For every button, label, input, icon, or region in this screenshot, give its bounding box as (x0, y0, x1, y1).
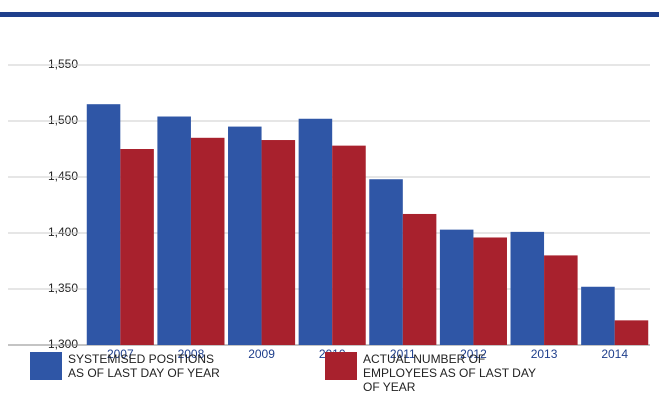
y-tick-label: 1,450 (48, 169, 78, 183)
bar (402, 213, 437, 345)
legend-item: SYSTEMISED POSITIONS AS OF LAST DAY OF Y… (30, 352, 228, 380)
bar (369, 179, 403, 345)
bar (614, 320, 649, 345)
y-tick-label: 1,500 (48, 113, 78, 127)
bar (190, 137, 225, 345)
y-tick-label: 1,300 (48, 337, 78, 351)
legend-swatch (30, 352, 62, 380)
x-tick-label: 2014 (601, 347, 628, 361)
bar (86, 104, 121, 345)
x-tick-label: 2011 (390, 347, 416, 361)
bar (120, 149, 154, 345)
bar (581, 286, 615, 345)
bar (298, 118, 333, 345)
x-tick-label: 2009 (248, 347, 275, 361)
y-tick-label: 1,400 (48, 225, 78, 239)
bar (261, 140, 296, 345)
legend-swatch (325, 352, 357, 380)
bar (157, 116, 191, 346)
bar (228, 126, 262, 345)
legend-item: ACTUAL NUMBER OF EMPLOYEES AS OF LAST DA… (325, 352, 553, 394)
bar (510, 231, 545, 345)
x-tick-label: 2012 (460, 347, 487, 361)
legend-label: ACTUAL NUMBER OF EMPLOYEES AS OF LAST DA… (363, 352, 536, 394)
bar (473, 237, 507, 345)
bar (332, 145, 366, 345)
y-tick-label: 1,350 (48, 281, 78, 295)
bar (544, 255, 578, 345)
top-rule (0, 12, 659, 17)
x-tick-label: 2008 (178, 347, 205, 361)
chart: 1,300 1,350 1,400 1,450 1,500 1,550 2007 2008 20… (0, 12, 659, 361)
legend-label: SYSTEMISED POSITIONS AS OF LAST DAY OF Y… (68, 352, 220, 380)
x-tick-label: 2007 (107, 347, 134, 361)
x-tick-label: 2013 (531, 347, 558, 361)
bar (439, 229, 474, 345)
y-tick-label: 1,550 (48, 57, 78, 71)
